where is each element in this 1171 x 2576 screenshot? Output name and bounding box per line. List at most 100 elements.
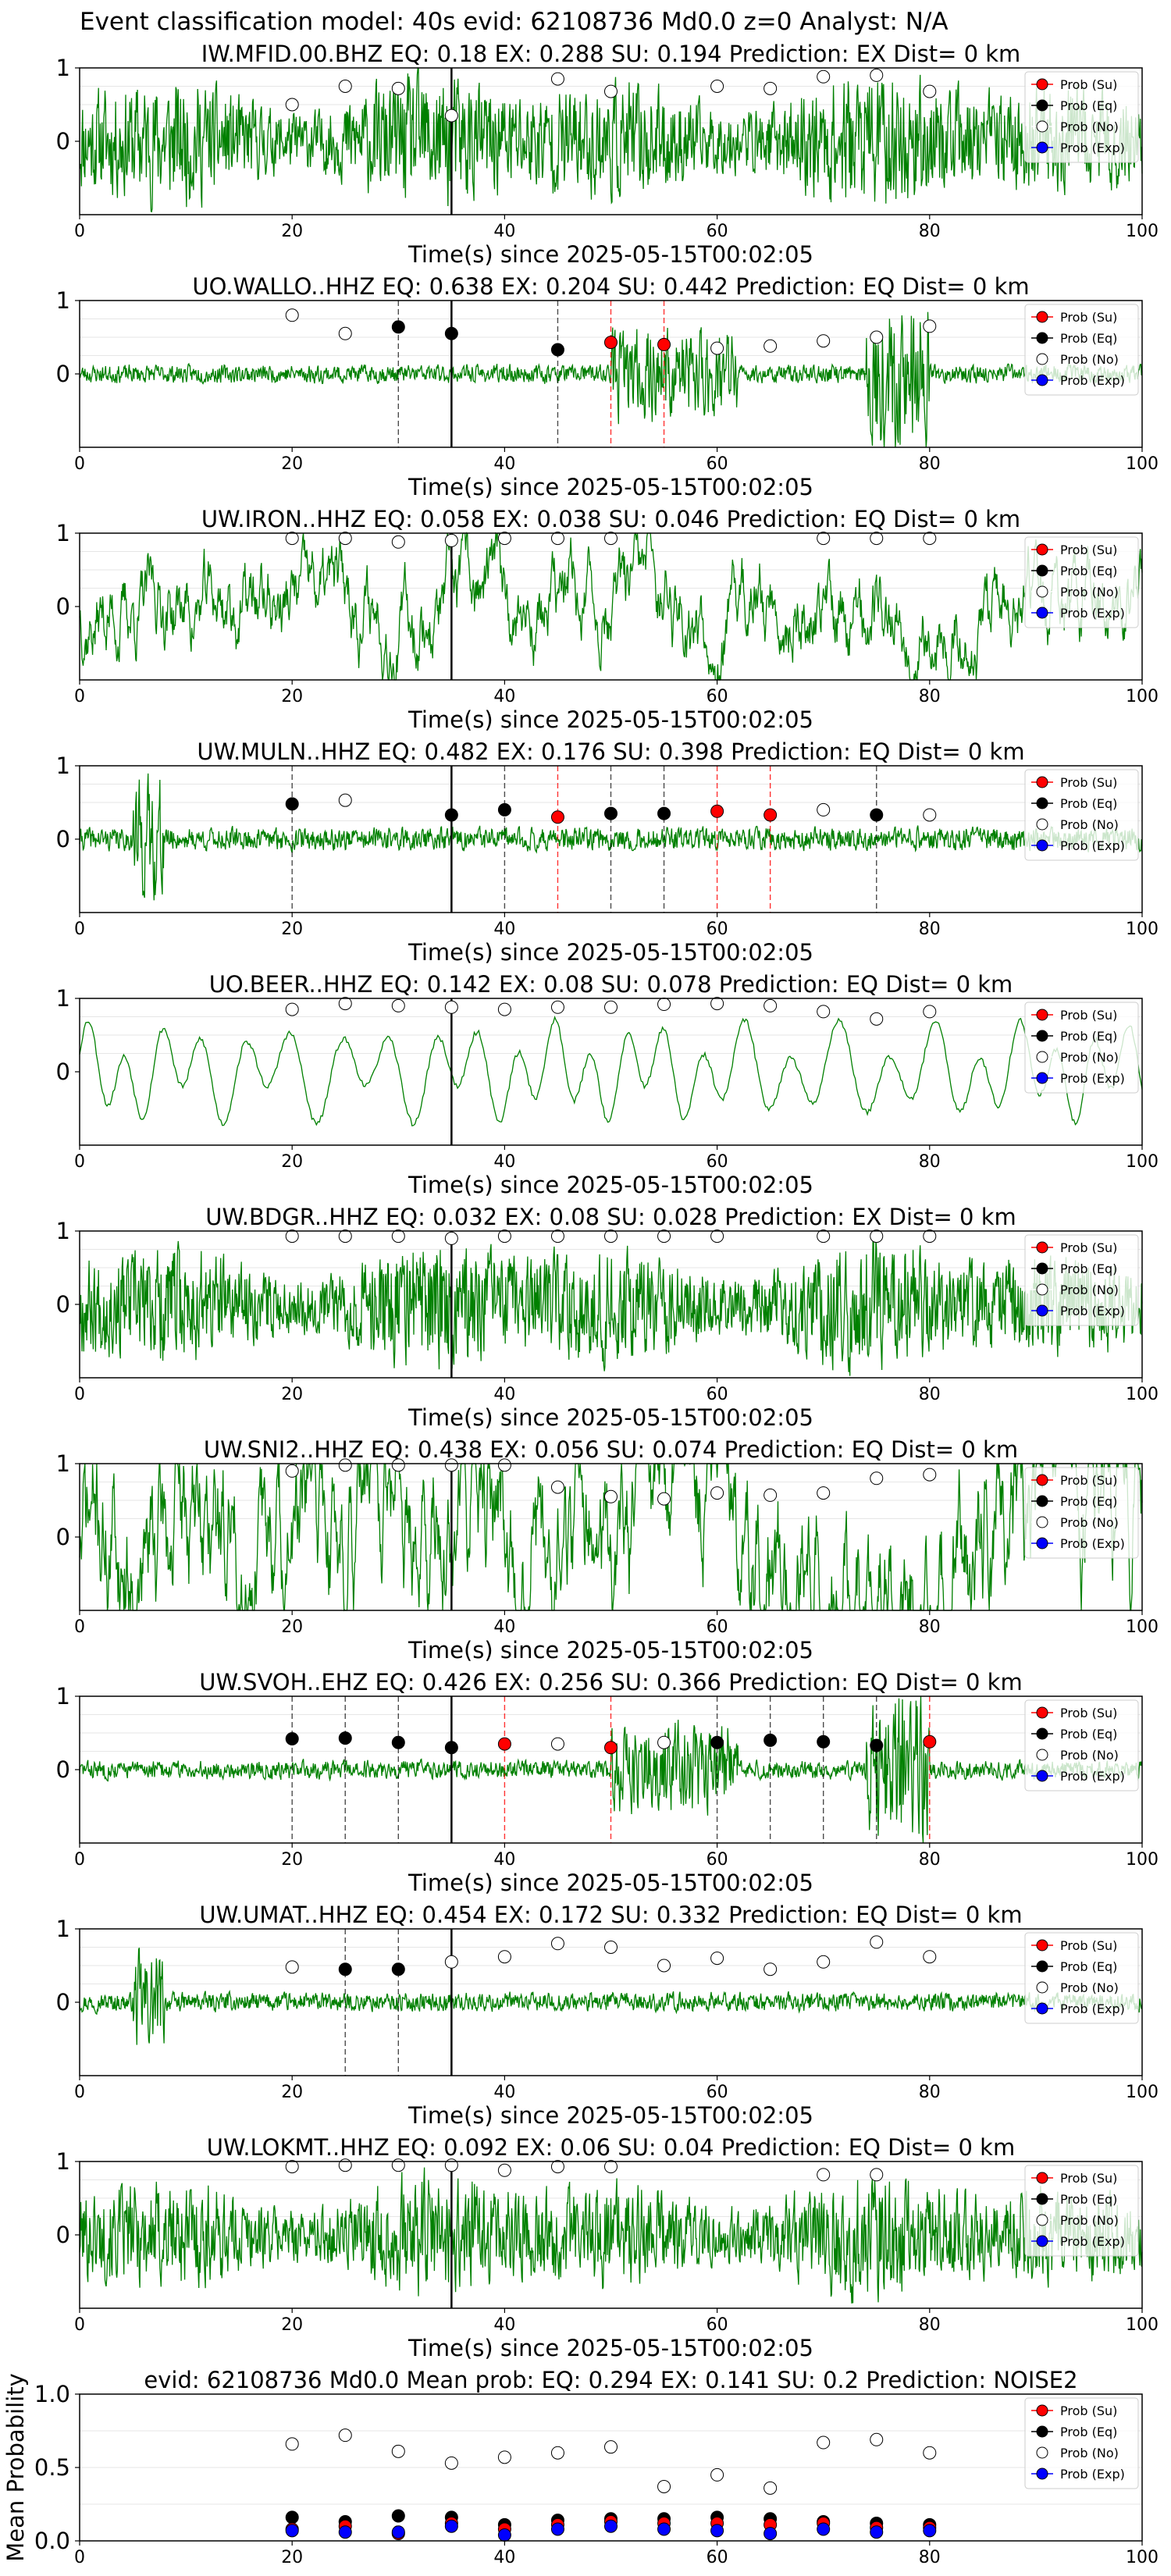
mean-prob-point-exp [817, 2522, 831, 2536]
panel-6: UW.BDGR..HHZ EQ: 0.032 EX: 0.08 SU: 0.02… [56, 1204, 1159, 1431]
panel-7: UW.SNI2..HHZ EQ: 0.438 EX: 0.056 SU: 0.0… [56, 1436, 1159, 1663]
prob-point-no [710, 1952, 724, 1966]
prob-point-no [604, 1000, 618, 1014]
prob-point-no [763, 998, 778, 1012]
prob-point-no [338, 1229, 352, 1244]
legend-marker [1036, 1072, 1048, 1084]
prob-point-no [923, 1468, 937, 1482]
x-tick-label: 40 [493, 454, 515, 474]
legend-marker [1036, 797, 1048, 809]
legend-marker [1036, 1262, 1048, 1275]
legend-marker [1036, 2235, 1048, 2247]
x-tick-label: 40 [493, 1850, 515, 1870]
panel-1: IW.MFID.00.BHZ EQ: 0.18 EX: 0.288 SU: 0.… [56, 41, 1159, 268]
legend-label: Prob (No) [1060, 119, 1119, 134]
x-tick-label: 80 [919, 2548, 941, 2567]
legend-label: Prob (Eq) [1060, 1261, 1117, 1276]
panel-title: IW.MFID.00.BHZ EQ: 0.18 EX: 0.288 SU: 0.… [201, 41, 1021, 67]
plot-frame [79, 998, 1143, 1146]
y-tick-label: 0 [56, 361, 70, 387]
x-axis-label: Time(s) since 2025-05-15T00:02:05 [408, 1404, 813, 1431]
legend-label: Prob (Su) [1060, 77, 1117, 92]
prob-point-no [710, 1486, 724, 1500]
legend-box [1024, 769, 1139, 861]
legend-marker [1036, 374, 1048, 386]
x-axis-label: Time(s) since 2025-05-15T00:02:05 [408, 2102, 813, 2129]
legend-label: Prob (Eq) [1060, 796, 1117, 811]
prob-point-su [763, 808, 778, 822]
prob-point-no [391, 1229, 405, 1244]
mean-prob-point-exp [710, 2524, 724, 2538]
x-tick-label: 20 [281, 1850, 303, 1870]
legend-box [1024, 1467, 1139, 1559]
legend-marker [1036, 1051, 1048, 1063]
x-tick-label: 20 [281, 1385, 303, 1404]
legend-box [1024, 1234, 1139, 1326]
legend-label: Prob (Exp) [1060, 2467, 1125, 2482]
x-axis-label: Time(s) since 2025-05-15T00:02:05 [408, 2335, 813, 2361]
x-tick-label: 40 [493, 2315, 515, 2335]
prob-point-no [710, 997, 724, 1011]
prob-point-no [444, 1000, 458, 1014]
prob-point-no [497, 1229, 511, 1244]
x-tick-label: 100 [1126, 1152, 1159, 1172]
y-tick-label: 0 [56, 1059, 70, 1085]
prob-point-no [870, 1471, 884, 1485]
y-tick-label: 1 [56, 1916, 70, 1942]
prob-point-no [444, 1231, 458, 1245]
legend-label: Prob (Exp) [1060, 373, 1125, 388]
legend-label: Prob (Exp) [1060, 1071, 1125, 1086]
legend-marker [1036, 1474, 1048, 1486]
prob-point-no [285, 98, 299, 112]
legend-marker [1036, 2214, 1048, 2226]
panel-title: UO.WALLO..HHZ EQ: 0.638 EX: 0.204 SU: 0.… [192, 273, 1029, 300]
prob-point-no [923, 808, 937, 822]
prob-point-eq [285, 797, 299, 811]
legend-label: Prob (No) [1060, 352, 1119, 367]
prob-point-su [923, 1735, 937, 1749]
prob-point-no [444, 533, 458, 547]
legend-marker [1036, 1241, 1048, 1254]
legend-marker [1036, 1981, 1048, 1994]
x-tick-label: 20 [281, 1152, 303, 1172]
legend-label: Prob (No) [1060, 2446, 1119, 2460]
mean-prob-point-no [657, 2479, 671, 2493]
x-tick-label: 60 [707, 1850, 728, 1870]
mean-prob-point-no [550, 2446, 564, 2460]
panel-title: evid: 62108736 Md0.0 Mean prob: EQ: 0.29… [144, 2367, 1077, 2393]
legend-marker [1036, 2002, 1048, 2015]
panel-10: UW.LOKMT..HHZ EQ: 0.092 EX: 0.06 SU: 0.0… [56, 2134, 1159, 2361]
prob-point-no [870, 1229, 884, 1244]
y-tick-label: 0 [56, 1524, 70, 1550]
legend-label: Prob (Exp) [1060, 1536, 1125, 1551]
x-tick-label: 0 [74, 920, 85, 939]
mean-prob-point-exp [923, 2524, 937, 2538]
legend-marker [1036, 120, 1048, 133]
prob-point-su [550, 810, 564, 824]
legend-marker [1036, 585, 1048, 598]
y-tick-label: 0.5 [34, 2454, 70, 2481]
mean-prob-point-exp [604, 2519, 618, 2533]
panel-4: UW.MULN..HHZ EQ: 0.482 EX: 0.176 SU: 0.3… [56, 738, 1159, 966]
mean-prob-point-exp [391, 2525, 405, 2539]
waveform-trace [79, 1695, 1143, 1844]
legend-marker [1036, 99, 1048, 112]
mean-prob-point-exp [870, 2525, 884, 2539]
prob-point-su [604, 1741, 618, 1755]
prob-point-no [497, 1458, 511, 1472]
legend-label: Prob (Eq) [1060, 2192, 1117, 2207]
legend-marker [1036, 607, 1048, 619]
y-tick-label: 0 [56, 2222, 70, 2248]
prob-point-no [817, 1486, 831, 1500]
legend-label: Prob (Exp) [1060, 141, 1125, 155]
y-tick-label: 0 [56, 1756, 70, 1783]
panel-9: UW.UMAT..HHZ EQ: 0.454 EX: 0.172 SU: 0.3… [56, 1902, 1159, 2129]
prob-point-no [285, 1002, 299, 1016]
mean-prob-point-no [444, 2456, 458, 2470]
x-axis-label: Time(s) since 2025-05-15T00:02:05 [408, 706, 813, 733]
prob-point-no [657, 1735, 671, 1749]
prob-point-eq [391, 1962, 405, 1976]
legend-label: Prob (Eq) [1060, 98, 1117, 113]
legend-marker [1036, 1030, 1048, 1042]
